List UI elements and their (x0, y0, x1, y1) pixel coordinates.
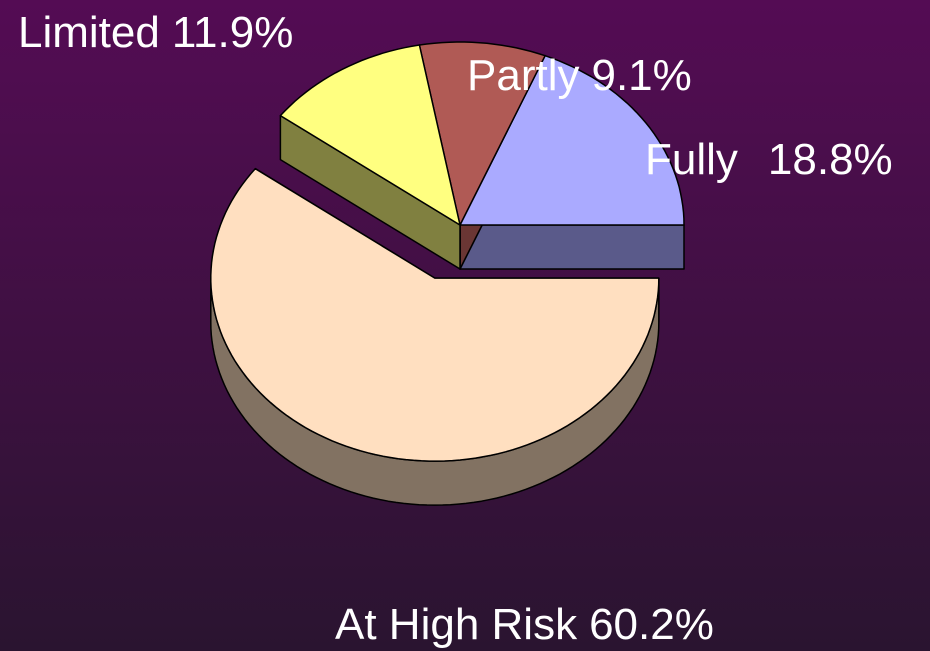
category-name: At High Risk (335, 600, 578, 649)
value-label: 11.9% (172, 8, 294, 57)
data-label: Partly 9.1% (467, 51, 692, 100)
value-label: 18.8% (768, 135, 893, 184)
category-name: Limited (18, 8, 160, 57)
data-label: Fully 18.8% (645, 135, 893, 184)
category-name: Fully (645, 135, 738, 184)
value-label: 9.1% (591, 51, 691, 100)
data-label: Limited 11.9% (18, 8, 293, 57)
slice-side (459, 224, 685, 270)
data-label: At High Risk 60.2% (335, 600, 714, 649)
labels: Limited 11.9% Partly 9.1% Fully 18.8% At High … (18, 8, 893, 649)
slice (418, 41, 546, 226)
value-label: 60.2% (589, 600, 714, 649)
slice (279, 44, 461, 226)
slice (210, 167, 660, 462)
pie (210, 41, 685, 506)
slice (459, 54, 685, 226)
category-name: Partly (467, 51, 579, 100)
